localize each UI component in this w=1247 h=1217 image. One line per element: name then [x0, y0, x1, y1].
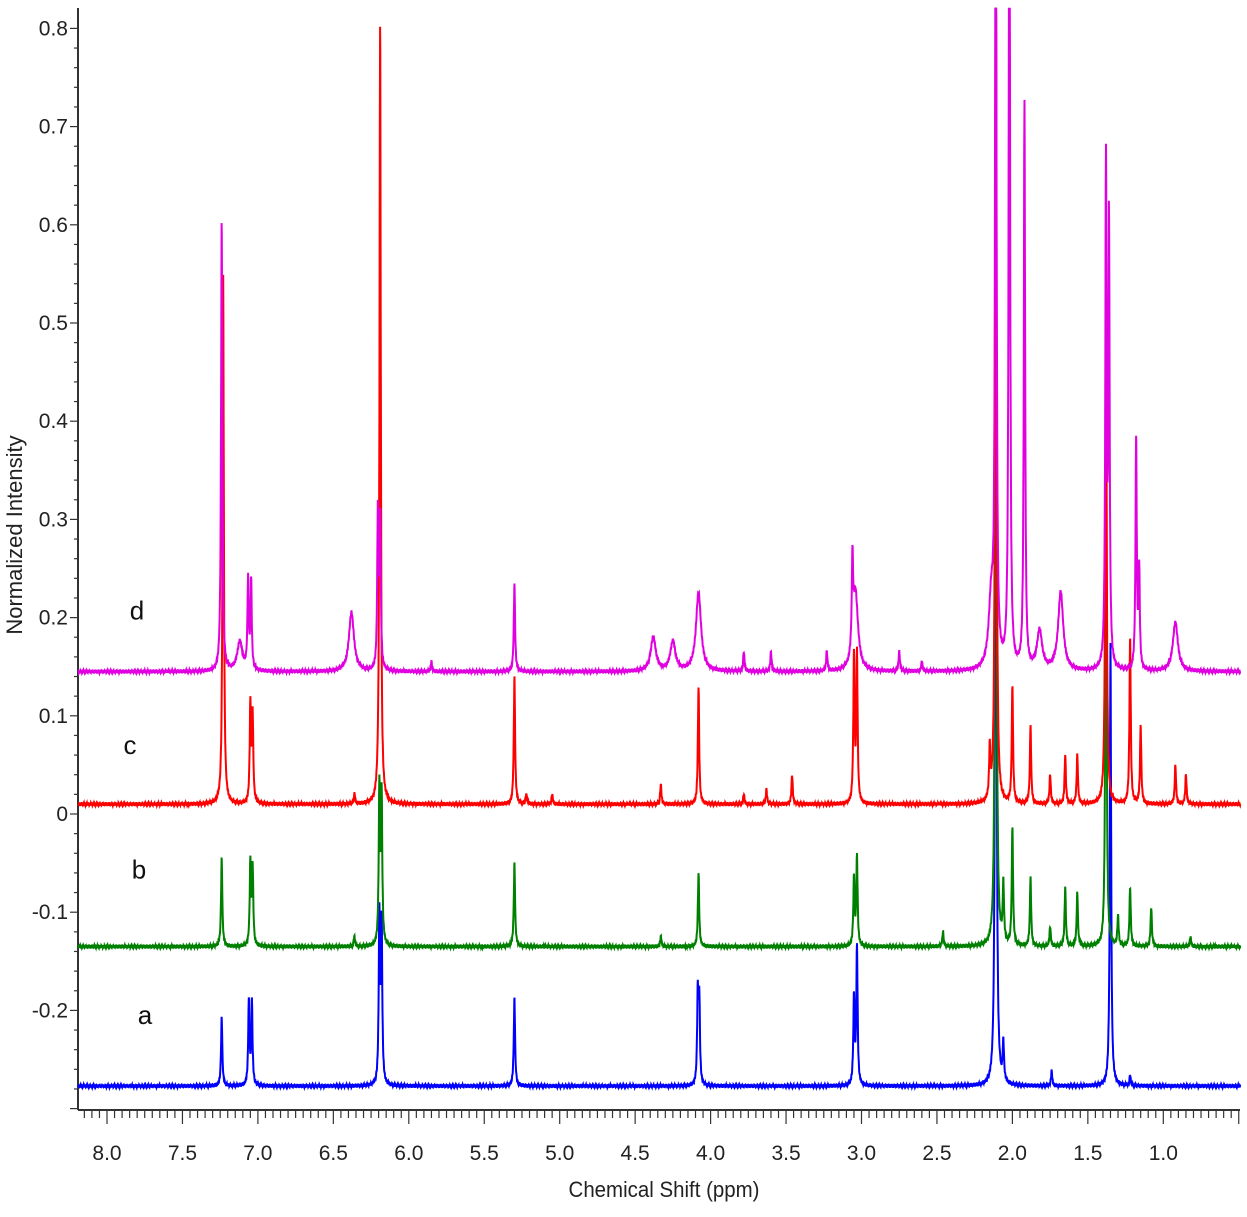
x-tick-label: 1.5 [1073, 1142, 1102, 1165]
axes: 8.0 7.5 7.0 6.5 6.0 5.5 5.0 4.5 4.0 3.5 3.0 2.5 2.0 1… [32, 8, 1240, 1165]
y-tick-label: 0.5 [39, 312, 68, 335]
y-axis-label: Normalized Intensity [2, 435, 27, 634]
series-c-line [77, 7, 1242, 810]
y-tick-label: 0.2 [39, 607, 68, 630]
series-label-a: a [138, 1000, 153, 1030]
series-label-d: d [130, 596, 144, 626]
x-tick-label: 8.0 [92, 1142, 121, 1165]
x-tick-label: 4.0 [696, 1142, 725, 1165]
y-tick-label: -0.2 [32, 999, 68, 1022]
y-tick-label: -0.1 [32, 901, 68, 924]
y-tick-label: 0.6 [39, 214, 68, 237]
x-tick-label: 2.0 [998, 1142, 1027, 1165]
x-tick-label: 3.5 [771, 1142, 800, 1165]
series-label-c: c [124, 730, 137, 760]
x-tick-label: 5.5 [470, 1142, 499, 1165]
x-tick-label: 7.5 [168, 1142, 197, 1165]
x-tick-label: 6.5 [319, 1142, 348, 1165]
series-d-line [77, 7, 1242, 677]
series-labels: a b c d [124, 596, 153, 1030]
y-tick-label: 0.7 [39, 116, 68, 139]
series-a-line [77, 111, 1242, 1092]
x-tick-label: 3.0 [847, 1142, 876, 1165]
y-tick-label: 0.8 [39, 17, 68, 40]
x-axis-label: Chemical Shift (ppm) [569, 1177, 760, 1202]
x-tick-label: 4.5 [621, 1142, 650, 1165]
series-group [77, 7, 1242, 1092]
series-b-line [77, 7, 1242, 952]
y-tick-label: 0 [56, 803, 68, 826]
series-label-b: b [132, 855, 146, 885]
x-tick-label: 6.0 [394, 1142, 423, 1165]
x-tick-label: 7.0 [243, 1142, 272, 1165]
y-tick-label: 0.3 [39, 508, 68, 531]
x-tick-label: 2.5 [922, 1142, 951, 1165]
x-tick-label: 1.0 [1149, 1142, 1178, 1165]
x-tick-label: 5.0 [545, 1142, 574, 1165]
y-tick-label: 0.4 [39, 410, 69, 433]
y-tick-label: 0.1 [39, 705, 68, 728]
